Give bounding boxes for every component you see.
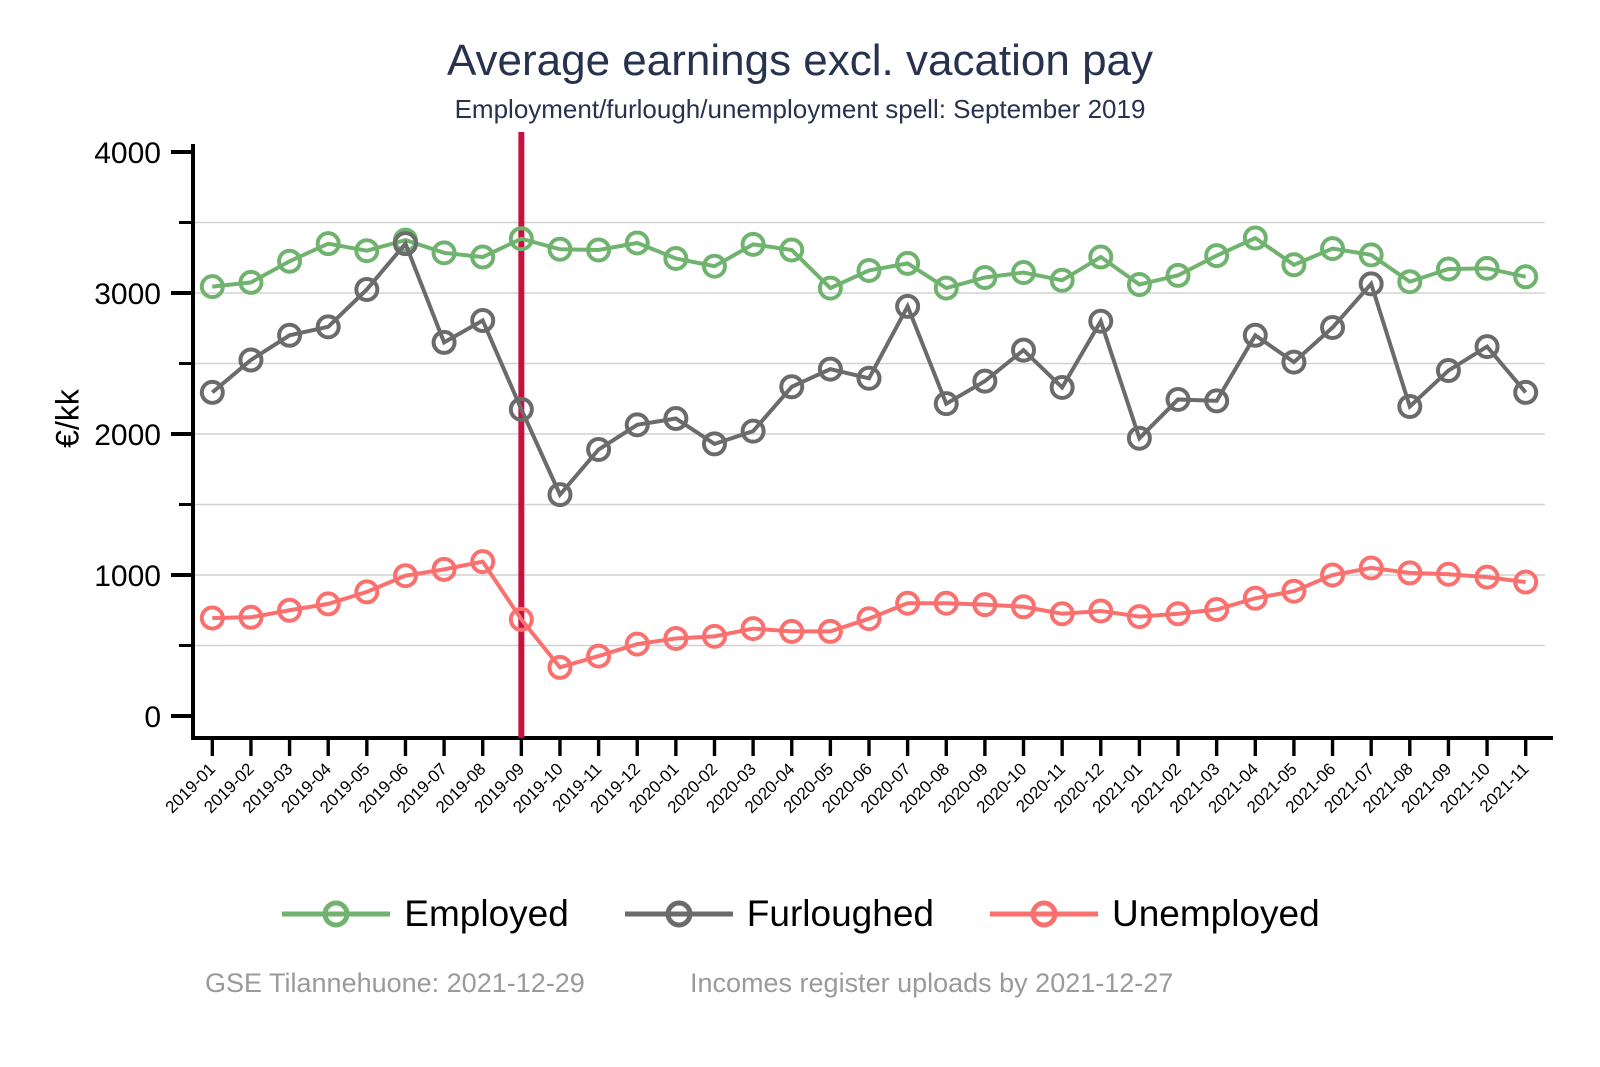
legend-label: Furloughed xyxy=(746,893,934,934)
x-tick-group xyxy=(210,738,1528,756)
svg-text:4000: 4000 xyxy=(94,137,161,170)
legend-entry-unemployed[interactable]: Unemployed xyxy=(988,893,1320,935)
footer-right-text: Incomes register uploads by 2021-12-27 xyxy=(690,968,1174,998)
footer-left-text: GSE Tilannehuone: 2021-12-29 xyxy=(205,968,585,998)
chart-title: Average earnings excl. vacation pay xyxy=(446,36,1154,85)
legend-label: Unemployed xyxy=(1111,893,1320,934)
axis-lines-group xyxy=(191,144,1553,740)
legend-marker-unemployed-icon xyxy=(989,900,1098,928)
legend-entry-employed[interactable]: Employed xyxy=(280,893,569,935)
y-tick-group: 0 1000 2000 3000 4000 xyxy=(94,137,193,734)
chart-legend: Employed Furloughed Unemployed xyxy=(0,893,1600,935)
svg-text:2000: 2000 xyxy=(94,419,161,452)
x-tick-label-group: 2019-012019-022019-032019-042019-052019-… xyxy=(162,759,1533,817)
svg-text:1000: 1000 xyxy=(94,560,161,593)
legend-marker-employed-icon xyxy=(282,900,391,928)
legend-entry-furloughed[interactable]: Furloughed xyxy=(623,893,934,935)
data-series-group xyxy=(199,225,1539,680)
series-furloughed xyxy=(199,231,1539,508)
plot-svg: 0 1000 2000 3000 4000 2019-012019-022019-032… xyxy=(94,132,1553,817)
series-employed xyxy=(199,225,1539,301)
svg-text:3000: 3000 xyxy=(94,278,161,311)
chart-subtitle: Employment/furlough/unemployment spell: … xyxy=(454,94,1146,124)
svg-text:0: 0 xyxy=(144,701,161,734)
legend-label: Employed xyxy=(404,893,569,934)
series-unemployed xyxy=(199,549,1539,680)
legend-marker-furloughed-icon xyxy=(624,900,733,928)
